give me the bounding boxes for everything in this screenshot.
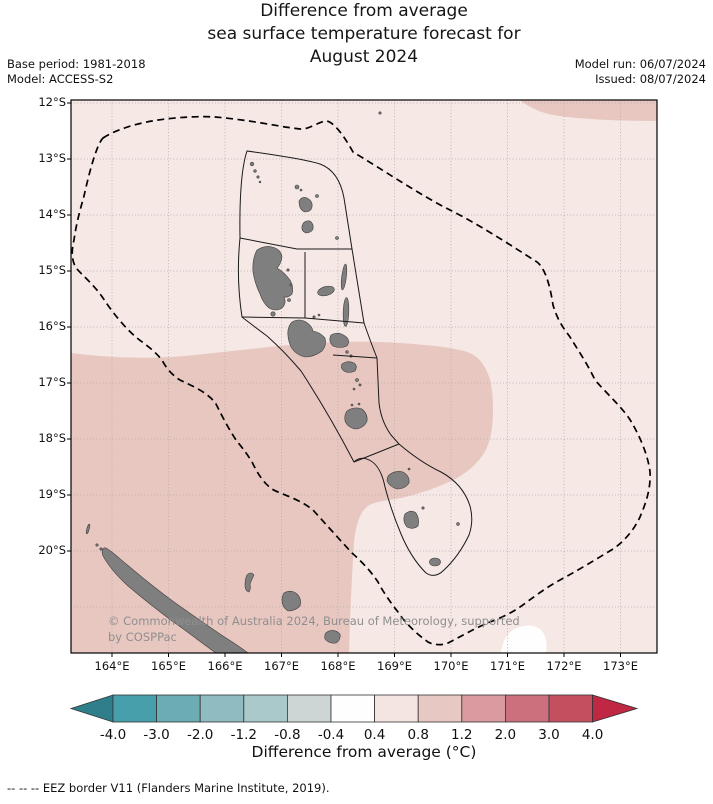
chart-title-line1: Difference from average	[260, 1, 468, 21]
base-period-label: Base period: 1981-2018	[7, 57, 146, 71]
island-mota-lava	[294, 184, 300, 190]
colorbar	[69, 694, 639, 723]
y-tick-label: 15°S	[38, 263, 66, 277]
x-tick-label: 166°E	[207, 659, 243, 673]
island-mota	[315, 194, 319, 198]
island-mare	[324, 630, 341, 644]
anomaly-band-southwest	[71, 341, 494, 653]
colorbar-tick: -3.0	[143, 727, 170, 743]
colorbar-segment	[112, 694, 157, 723]
eez-border	[71, 115, 651, 646]
colorbar-segment	[417, 694, 463, 723]
x-tick-label: 169°E	[377, 659, 412, 673]
chart-title-line3: August 2024	[309, 47, 419, 67]
colorbar-segment	[286, 694, 332, 723]
island-mere-lava	[335, 236, 339, 240]
island-erromango	[386, 471, 410, 490]
province-outer-boundary	[237, 150, 473, 576]
island-ambrym	[329, 332, 349, 348]
island-efate	[344, 407, 368, 430]
islet-north-speck	[378, 111, 382, 115]
island-epi	[341, 361, 357, 373]
x-tick-label: 164°E	[94, 659, 130, 673]
x-tick-label: 171°E	[490, 659, 525, 673]
gridlines	[71, 100, 657, 653]
island-gaua	[301, 220, 314, 234]
island-pentecost	[342, 297, 350, 327]
map-frame	[67, 99, 658, 657]
island-malakula	[287, 319, 326, 358]
colorbar-left-arrow	[69, 694, 114, 723]
map-plot-area	[71, 100, 657, 653]
y-tick-label: 18°S	[38, 431, 66, 445]
island-futuna	[456, 522, 460, 526]
issued-label: Issued: 08/07/2024	[595, 72, 706, 86]
island-new-caledonia	[101, 547, 249, 653]
island-vanua-lava	[298, 197, 313, 213]
model-label: Model: ACCESS-S2	[7, 72, 114, 86]
island-malo	[270, 311, 276, 317]
island-maewo	[340, 263, 348, 291]
colorbar-segment	[548, 694, 593, 723]
x-tick-label: 173°E	[603, 659, 638, 673]
model-run-label: Model run: 06/07/2024	[574, 57, 706, 71]
island-ambae	[317, 285, 335, 297]
eez-legend-note: -- -- -- EEZ border V11 (Flanders Marine…	[7, 781, 330, 795]
y-tick-label: 17°S	[38, 375, 66, 389]
colorbar-segment	[504, 694, 550, 723]
attribution-line1: © Commonwealth of Australia 2024, Bureau…	[108, 614, 520, 628]
island-aniwa	[421, 506, 425, 510]
colorbar-tick: -4.0	[99, 727, 127, 743]
colorbar-tick: 3.0	[538, 727, 560, 743]
x-tick-label: 167°E	[264, 659, 299, 673]
island-lifou	[281, 590, 301, 612]
colorbar-segment	[243, 694, 288, 723]
anomaly-band-northeast	[520, 100, 657, 121]
island-tanna	[403, 510, 419, 529]
colorbar-tick: 4.0	[581, 727, 604, 743]
colorbar-axis-label: Difference from average (°C)	[251, 743, 477, 761]
x-tick-label: 168°E	[320, 659, 356, 673]
colorbar-tick: 0.4	[363, 727, 386, 743]
border-torba-sanma	[239, 237, 352, 250]
border-malampa-shefa	[332, 354, 378, 359]
anomaly-neutral-patch	[501, 625, 547, 653]
colorbar-tick: 1.2	[451, 727, 473, 743]
island-aneityum	[429, 557, 441, 567]
colorbar-tick: -0.8	[274, 727, 301, 743]
colorbar-segment	[330, 694, 375, 723]
chart-title-line2: sea surface temperature forecast for	[207, 24, 521, 44]
x-tick-label: 165°E	[151, 659, 186, 673]
colorbar-segment	[374, 694, 419, 723]
colorbar-tick: -2.0	[187, 727, 214, 743]
islands	[85, 111, 460, 653]
border-shefa-tafea	[353, 443, 400, 463]
border-sanma-malampa	[241, 316, 365, 324]
y-tick-label: 12°S	[38, 95, 66, 109]
island-paama	[345, 350, 349, 354]
colorbar-tick: 0.8	[407, 727, 429, 743]
y-tick-label: 13°S	[38, 151, 66, 165]
y-tick-label: 16°S	[38, 319, 66, 333]
province-boundaries	[237, 150, 473, 576]
colorbar-segment	[156, 694, 201, 723]
y-tick-label: 20°S	[38, 543, 66, 557]
y-tick-label: 19°S	[38, 487, 66, 501]
colorbar-right-arrow	[592, 694, 639, 723]
island-espiritu-santo	[252, 246, 293, 311]
colorbar-segment	[461, 694, 506, 723]
island-belep	[85, 523, 91, 535]
colorbar-tick: -0.4	[317, 727, 345, 743]
colorbar-tick: 2.0	[494, 727, 517, 743]
colorbar-segment	[199, 694, 245, 723]
attribution-line2: by COSPPac	[108, 630, 177, 644]
x-tick-label: 172°E	[546, 659, 582, 673]
x-tick-label: 170°E	[433, 659, 469, 673]
island-ouvea	[244, 572, 255, 593]
y-tick-label: 14°S	[38, 207, 66, 221]
colorbar-tick: -1.2	[230, 727, 257, 743]
